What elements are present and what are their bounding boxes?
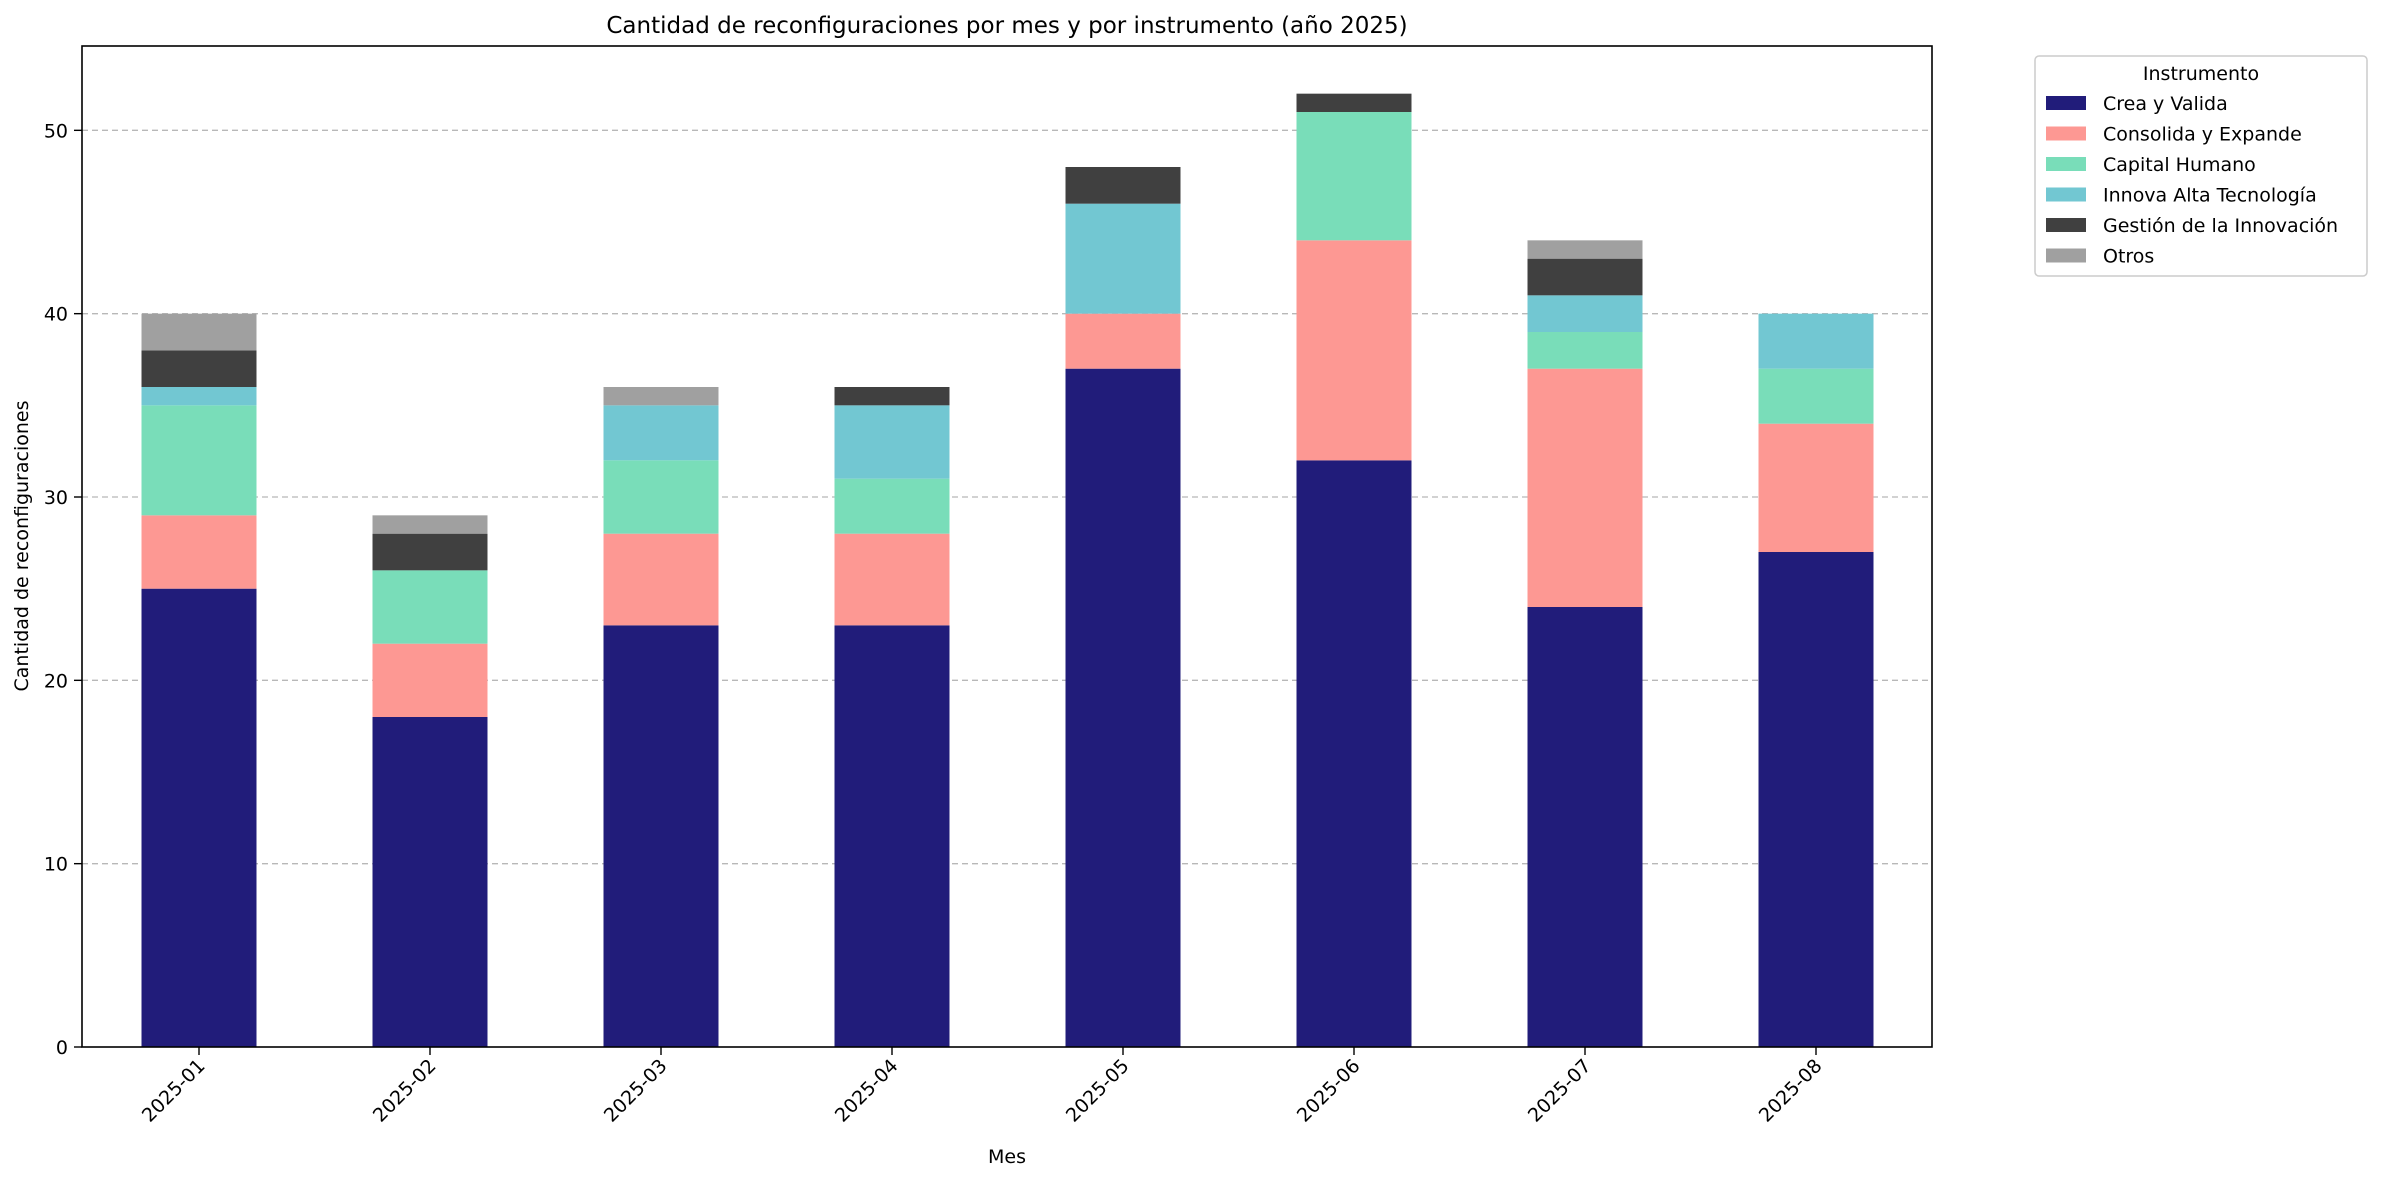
bar-segment [603, 405, 719, 461]
bar-segment [1758, 313, 1874, 369]
bar-segment [1065, 167, 1181, 204]
bar-segment [372, 533, 488, 571]
bar-segment [603, 387, 719, 406]
bar-segment [1296, 460, 1412, 1047]
bar-segment [372, 570, 488, 644]
legend-title: Instrumento [2143, 63, 2259, 85]
plot-frame [81, 45, 1933, 1048]
bar-segment [1296, 240, 1412, 461]
legend-swatch [2046, 96, 2086, 110]
bar-segment [141, 588, 257, 1047]
bar-segment [1296, 93, 1412, 112]
bar-segment [141, 313, 257, 351]
chart-title: Cantidad de reconfiguraciones por mes y … [606, 13, 1407, 39]
legend-label: Crea y Valida [2103, 93, 2228, 115]
legend-label: Capital Humano [2103, 154, 2256, 176]
bar-segment [1527, 240, 1643, 259]
bar-segment [1065, 203, 1181, 314]
bar-segment [1758, 368, 1874, 424]
bar-segment [1527, 258, 1643, 296]
bar-segment [1527, 295, 1643, 332]
legend: Instrumento Crea y Valida Consolida y Exp… [2034, 55, 2368, 277]
legend-label: Consolida y Expande [2103, 124, 2302, 146]
bar-segment [603, 533, 719, 626]
bar-segment [141, 515, 257, 589]
y-tick-label: 20 [44, 670, 68, 692]
bar-segment [372, 643, 488, 717]
bar-segment [834, 387, 950, 406]
y-axis: 0 10 20 30 40 50 [44, 120, 82, 1059]
bar-segment [1527, 368, 1643, 607]
bar-segment [141, 350, 257, 387]
bar-segment [1296, 112, 1412, 241]
bar-segment [141, 405, 257, 516]
bar-segment [603, 625, 719, 1047]
bars [141, 93, 1874, 1048]
bar-segment [1527, 332, 1643, 369]
bar-segment [603, 460, 719, 534]
legend-swatch [2046, 218, 2086, 232]
y-tick-label: 40 [44, 304, 68, 326]
y-tick-label: 50 [44, 120, 68, 142]
bar-segment [372, 717, 488, 1047]
bar-segment [1065, 368, 1181, 1048]
legend-label: Innova Alta Tecnología [2103, 185, 2317, 207]
y-tick-label: 10 [44, 854, 68, 876]
legend-label: Otros [2103, 246, 2154, 268]
bar-segment [372, 515, 488, 534]
x-axis-label: Mes [988, 1146, 1026, 1168]
legend-swatch [2046, 248, 2086, 263]
bar-segment [834, 405, 950, 479]
y-tick-label: 0 [56, 1037, 68, 1059]
legend-swatch [2046, 157, 2086, 171]
y-tick-label: 30 [44, 487, 68, 509]
legend-swatch [2046, 187, 2086, 202]
bar-segment [834, 533, 950, 626]
bar-segment [834, 478, 950, 534]
bar-segment [1527, 607, 1643, 1047]
legend-swatch [2046, 126, 2086, 141]
bar-segment [1065, 313, 1181, 369]
bar-segment [141, 387, 257, 406]
legend-frame [2034, 55, 2368, 277]
legend-label: Gestión de la Innovación [2103, 215, 2338, 237]
bar-segment [1758, 423, 1874, 552]
y-axis-label: Cantidad de reconfiguraciones [11, 401, 33, 692]
legend-items: Crea y Valida Consolida y Expande Capital … [2046, 93, 2338, 268]
bar-segment [834, 625, 950, 1047]
bar-segment [1758, 552, 1874, 1047]
